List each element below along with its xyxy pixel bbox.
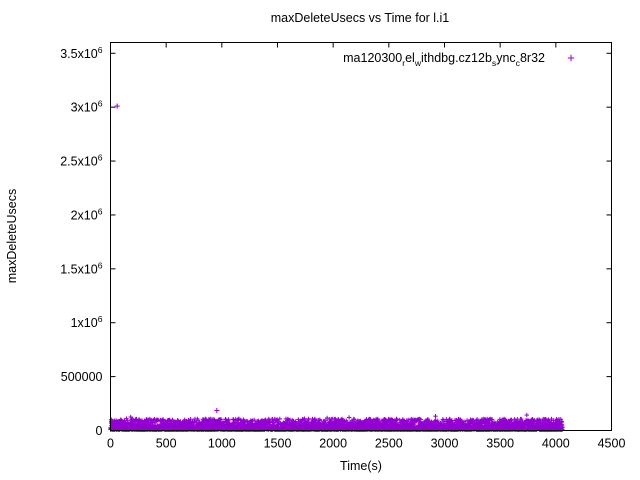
x-axis-label: Time(s) [340,459,382,473]
x-tick-label: 3500 [486,437,514,451]
x-tick-label: 4500 [598,437,626,451]
data-point [124,416,129,421]
x-tick-label: 3000 [431,437,459,451]
data-point [139,419,145,424]
x-tick-label: 1000 [208,437,236,451]
y-tick-label: 2.5x106 [60,153,103,169]
x-tick-label: 0 [107,437,114,451]
x-tick-label: 1500 [264,437,292,451]
y-tick-label: 0 [96,424,103,438]
x-tick-label: 500 [156,437,177,451]
x-tick-label: 4000 [542,437,570,451]
y-tick-label: 3x106 [71,99,103,115]
y-axis-label: maxDeleteUsecs [5,189,19,283]
y-tick-label: 3.5x106 [60,45,103,61]
y-tick-label: 500000 [61,370,103,384]
x-axis-ticks: 0 500 1000 1500 2000 2500 3000 3500 4000 4500 [107,42,626,451]
y-tick-label: 1.5x106 [60,260,103,276]
x-tick-label: 2000 [319,437,347,451]
y-tick-label: 1x106 [71,314,103,330]
chart-title: maxDeleteUsecs vs Time for l.i1 [271,11,450,25]
y-tick-label: 2x106 [71,206,103,222]
x-tick-label: 2500 [375,437,403,451]
y-axis-ticks: 0 500000 1x106 1.5x106 2x106 2.5x106 3x106 3.5x… [60,45,612,438]
